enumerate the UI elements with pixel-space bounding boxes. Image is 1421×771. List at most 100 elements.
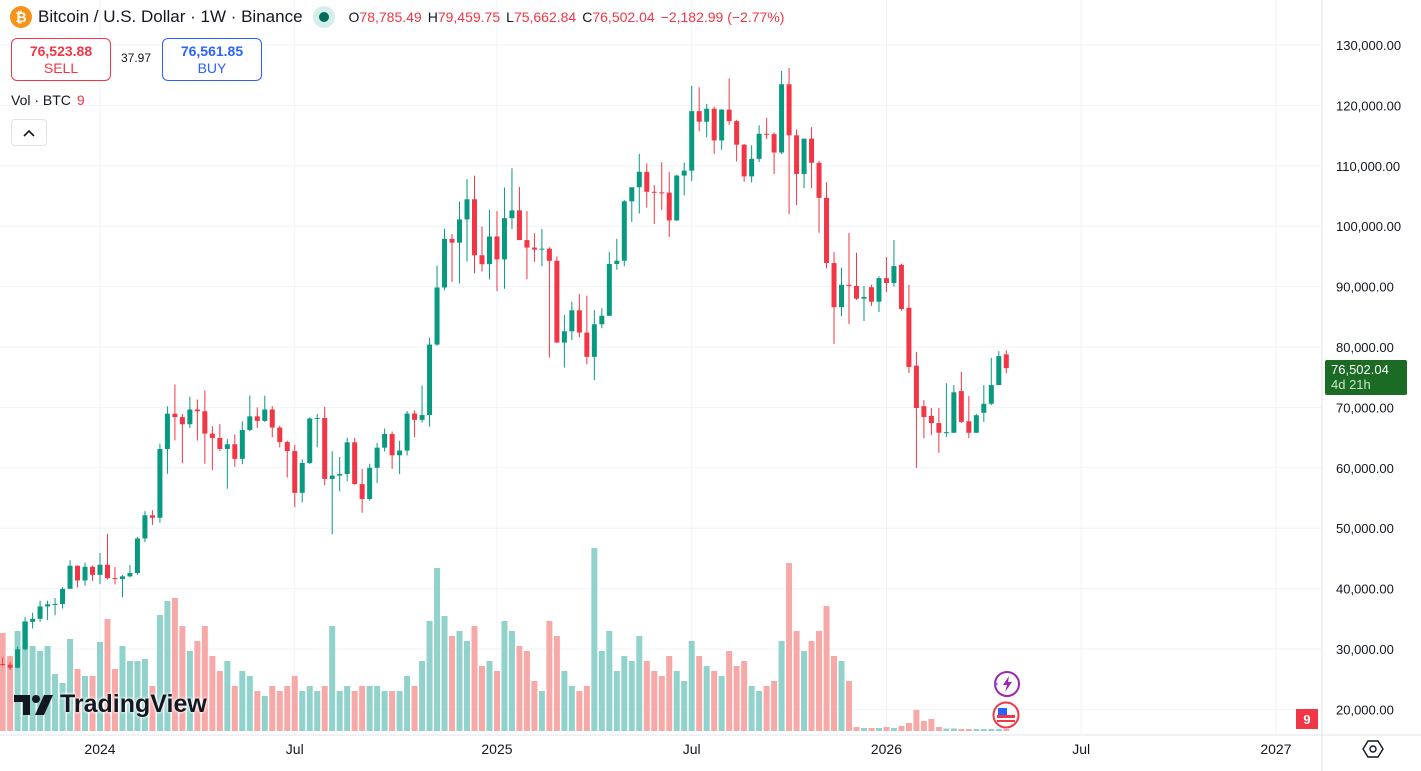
- lightning-icon[interactable]: [990, 670, 1020, 698]
- us-flag-icon[interactable]: [992, 701, 1020, 729]
- volume-bar: [831, 656, 838, 731]
- sell-label: SELL: [43, 59, 79, 76]
- market-open-dot-icon[interactable]: [312, 6, 335, 28]
- candle-body: [921, 406, 927, 418]
- candle-body: [269, 409, 275, 428]
- collapse-legend-button[interactable]: [11, 119, 47, 146]
- volume-bar: [920, 721, 927, 731]
- candle-body: [809, 138, 815, 163]
- candle-body: [52, 604, 58, 606]
- volume-bar: [239, 671, 246, 731]
- volume-bar: [179, 626, 186, 731]
- volume-bar: [261, 696, 268, 731]
- volume-bar: [97, 642, 103, 731]
- volume-bar: [546, 621, 553, 731]
- buy-button[interactable]: 76,561.85 BUY: [162, 38, 262, 81]
- candle-body: [891, 266, 897, 283]
- volume-bar: [7, 656, 14, 731]
- volume-bar: [875, 728, 882, 731]
- volume-label: Vol · BTC: [11, 92, 71, 108]
- volume-bar: [950, 728, 957, 731]
- volume-bar: [37, 651, 44, 731]
- candle-body: [82, 566, 88, 581]
- candle-body: [831, 263, 837, 308]
- volume-bar: [359, 686, 366, 731]
- volume-bar: [478, 666, 485, 731]
- candle-body: [486, 236, 492, 265]
- candle-body: [853, 285, 859, 299]
- volume-bar: [22, 621, 29, 731]
- settings-icon[interactable]: [1362, 738, 1384, 760]
- price-tick-label: 130,000.00: [1336, 38, 1401, 53]
- volume-legend[interactable]: Vol · BTC 9: [11, 92, 85, 108]
- volume-bar: [149, 686, 156, 731]
- candle-body: [636, 171, 642, 188]
- candle-body: [329, 475, 335, 479]
- candle-body: [352, 442, 358, 485]
- candle-body: [898, 264, 904, 309]
- candle-body: [472, 199, 477, 256]
- candle-body: [449, 238, 455, 243]
- candle-body: [134, 538, 140, 574]
- candle-body: [599, 315, 605, 325]
- price-axis[interactable]: 130,000.00 120,000.00 110,000.00 100,000.00…: [1336, 38, 1401, 717]
- candle-body: [464, 199, 470, 220]
- candle-body: [194, 409, 200, 412]
- volume-bar: [995, 729, 1002, 731]
- volume-bar: [868, 728, 875, 731]
- last-price-value: 76,502.04: [1331, 362, 1389, 377]
- volume-bar: [291, 676, 298, 731]
- candle-body: [254, 416, 260, 421]
- candle-body: [531, 247, 537, 250]
- candle-body: [868, 287, 874, 302]
- candle-body: [839, 284, 845, 308]
- time-axis[interactable]: 2024 Jul 2025 Jul 2026 Jul 2027: [84, 741, 1291, 757]
- candle-body: [958, 391, 964, 422]
- tradingview-logo[interactable]: TradingView: [14, 690, 207, 719]
- candle-body: [494, 236, 500, 260]
- candle-body: [569, 310, 575, 332]
- candle-body: [764, 133, 770, 135]
- symbol-title[interactable]: Bitcoin / U.S. Dollar · 1W · Binance: [38, 7, 303, 26]
- volume-bar: [231, 686, 238, 731]
- low-label: L: [506, 9, 514, 25]
- trade-panel: 76,523.88 SELL 37.97 76,561.85 BUY: [0, 38, 270, 82]
- volume-bar: [164, 601, 171, 731]
- symbol-legend: ₿ Bitcoin / U.S. Dollar · 1W · Binance O…: [10, 6, 784, 28]
- volume-bar: [411, 686, 418, 731]
- candle-body: [112, 578, 118, 580]
- candle-body: [97, 564, 103, 575]
- candle-body: [1003, 354, 1009, 369]
- volume-bar: [583, 686, 590, 731]
- volume-bar: [254, 691, 261, 731]
- candle-body: [142, 515, 148, 539]
- candle-body: [928, 415, 934, 424]
- candle-body: [584, 332, 590, 357]
- candle-body: [719, 109, 725, 141]
- volume-bar: [306, 686, 313, 731]
- volume-bar: [0, 633, 6, 731]
- candle-body: [232, 444, 238, 459]
- open-value: 78,785.49: [359, 9, 422, 25]
- volume-bar: [756, 691, 763, 731]
- candle-body: [561, 331, 567, 343]
- candle-body: [824, 197, 830, 264]
- candle-body: [344, 442, 350, 475]
- candle-body: [7, 664, 13, 668]
- candle-body: [30, 618, 36, 622]
- candle-body: [981, 403, 987, 413]
- candle-body: [546, 248, 552, 261]
- sell-button[interactable]: 76,523.88 SELL: [11, 38, 111, 81]
- candle-body: [0, 664, 6, 666]
- candle-body: [442, 238, 448, 288]
- candle-body: [262, 409, 268, 421]
- candle-body: [15, 649, 21, 668]
- candle-body: [284, 442, 290, 452]
- price-tick-label: 100,000.00: [1336, 219, 1401, 234]
- volume-bar: [853, 727, 860, 731]
- volume-bar: [449, 636, 456, 731]
- volume-bar: [898, 726, 905, 731]
- volume-bar: [816, 631, 823, 731]
- candle-body: [374, 447, 380, 468]
